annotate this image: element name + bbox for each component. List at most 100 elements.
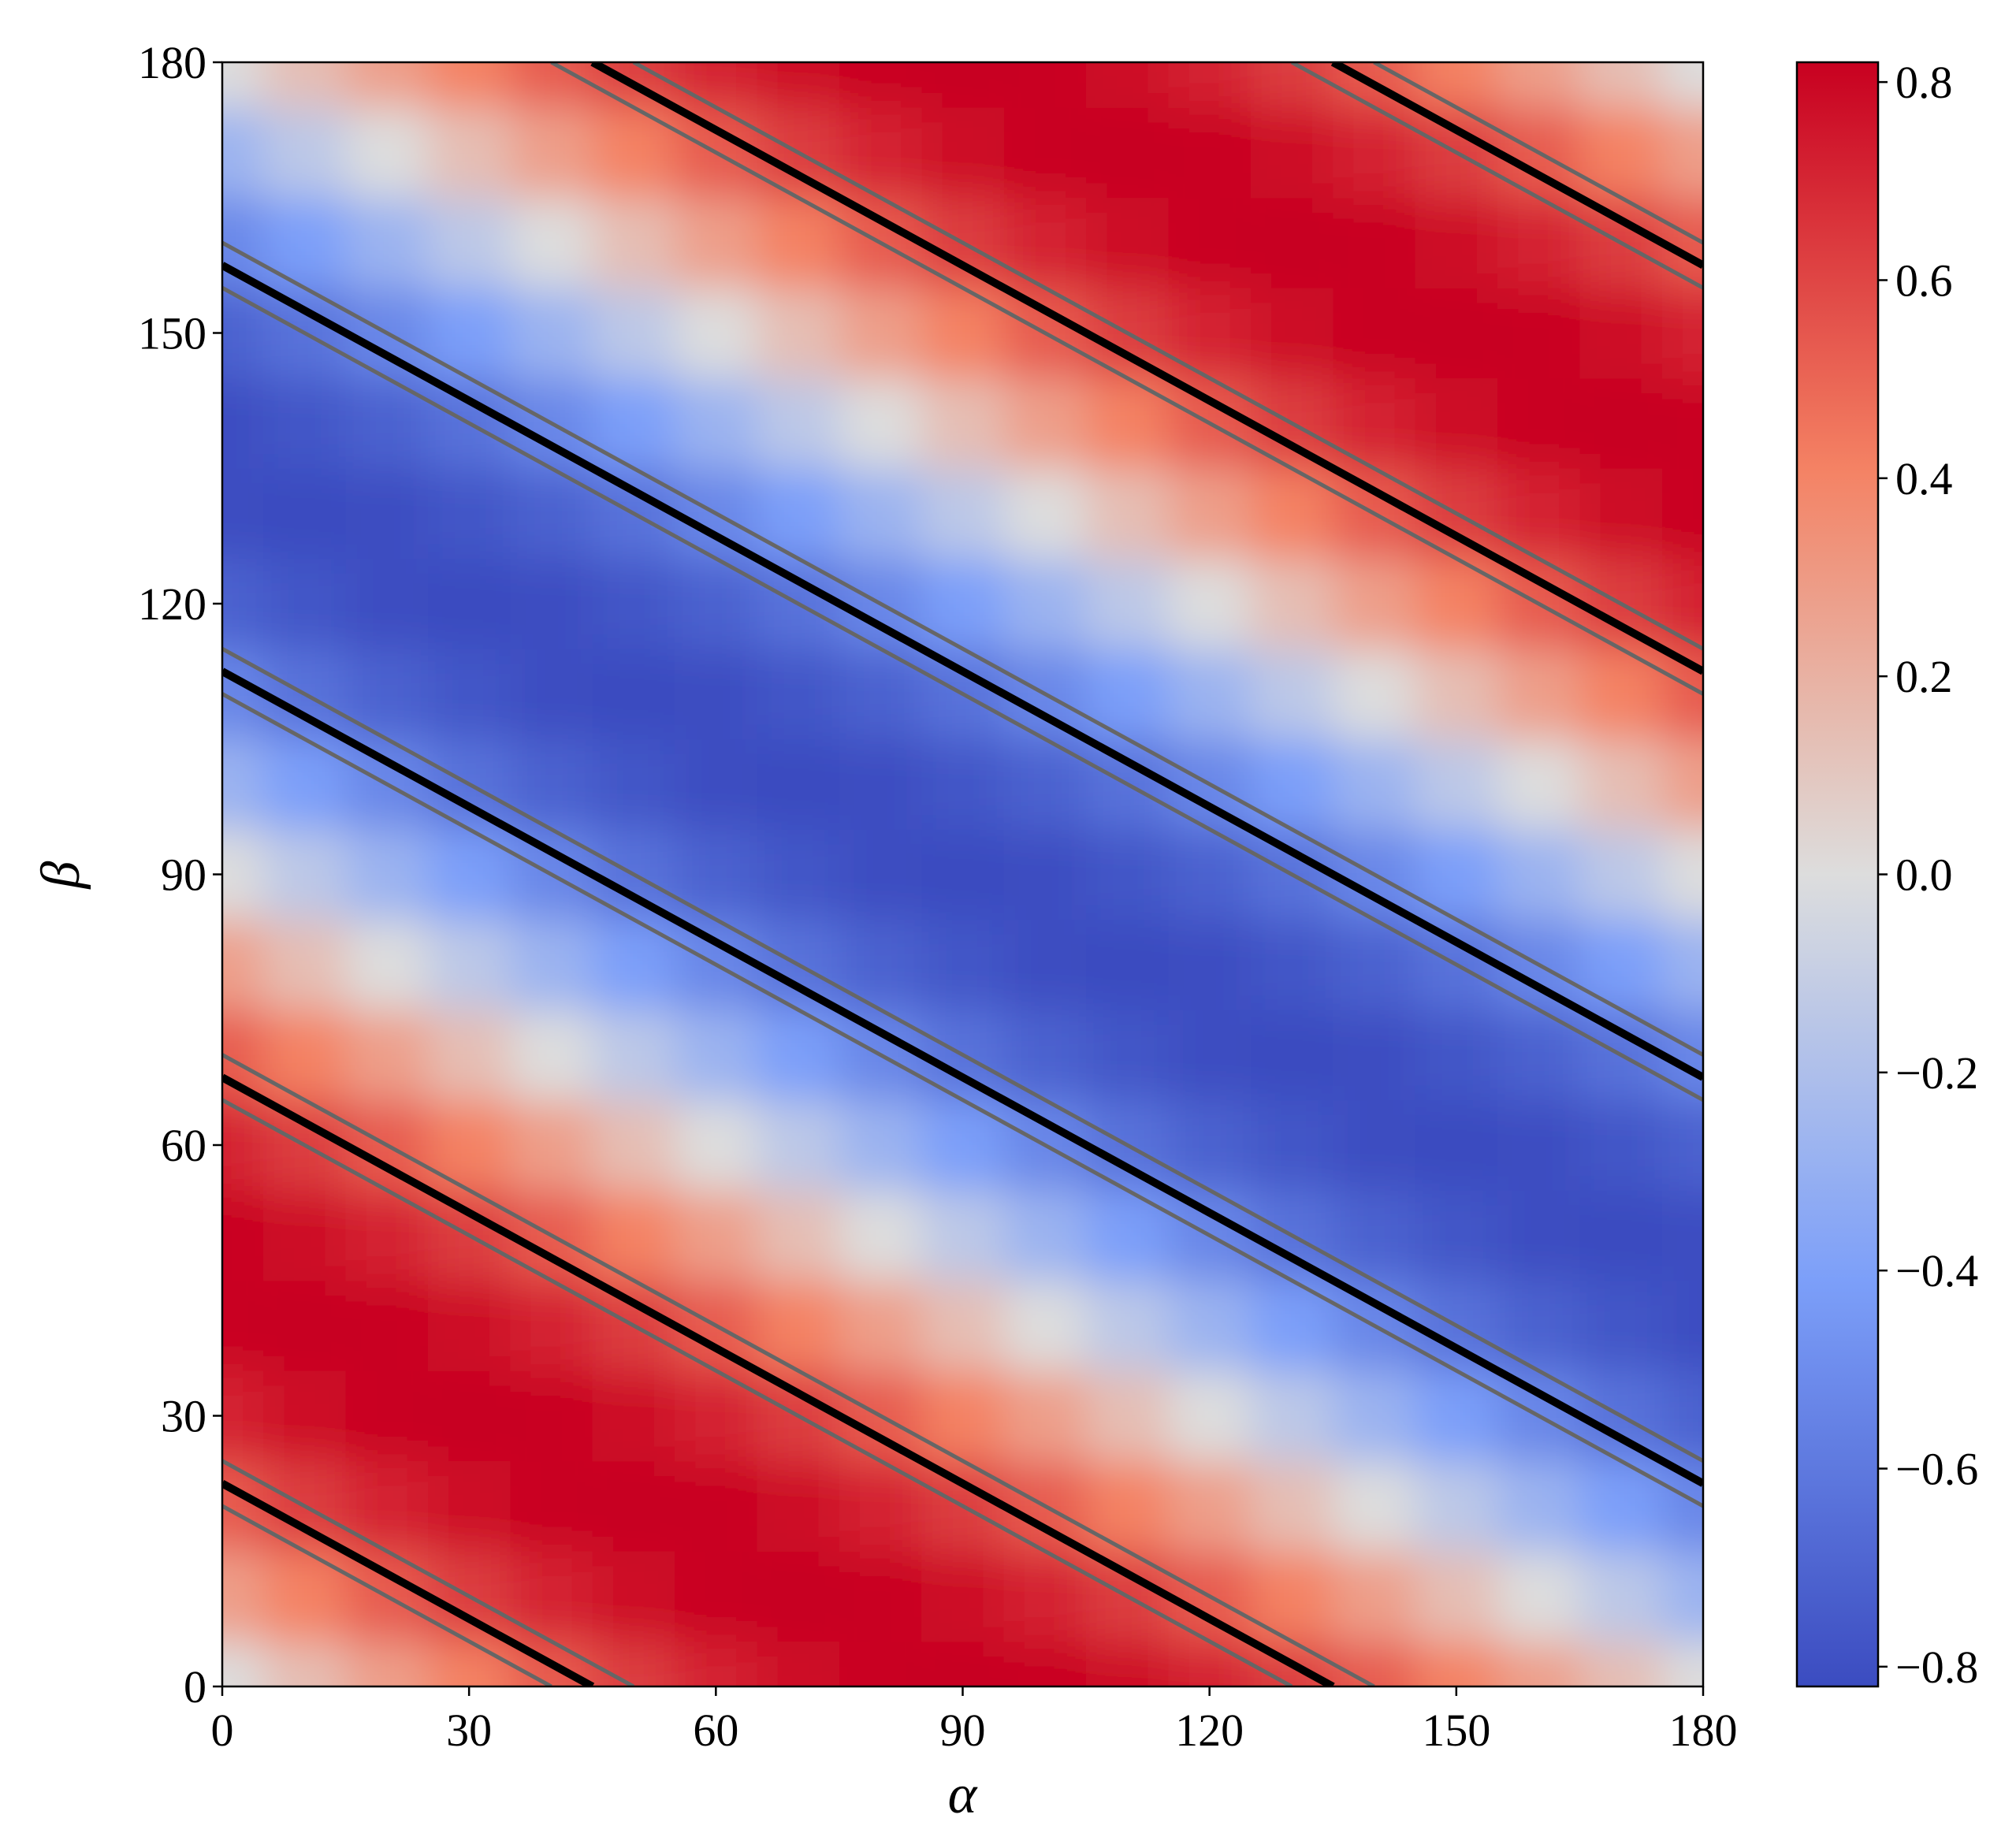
heatmap-cell <box>1497 1010 1580 1101</box>
heatmap-cell <box>1497 288 1580 379</box>
heatmap-cell <box>1086 468 1169 560</box>
heatmap-cell <box>427 62 511 108</box>
heatmap-cell <box>675 1641 758 1686</box>
heatmap-cell <box>1168 1641 1252 1686</box>
heatmap-cell <box>1168 107 1252 199</box>
heatmap-cell <box>345 468 429 560</box>
heatmap-cell <box>1661 829 1703 920</box>
heatmap-cell <box>1086 649 1169 740</box>
heatmap-cell <box>427 1641 511 1686</box>
heatmap-cell <box>592 1010 675 1101</box>
heatmap-cell <box>222 738 264 830</box>
heatmap-cell <box>839 1641 922 1686</box>
heatmap-cell <box>1250 558 1333 649</box>
heatmap-cell <box>1168 1010 1252 1101</box>
contour-line <box>222 1053 1375 1686</box>
heatmap-cell <box>1003 1190 1087 1281</box>
heatmap-cell <box>1333 649 1416 740</box>
heatmap-cell <box>1333 1099 1416 1191</box>
heatmap-cell <box>1415 377 1498 469</box>
contour-line <box>222 1459 635 1686</box>
x-tick-label: 30 <box>446 1705 492 1756</box>
heatmap-cell <box>510 649 593 740</box>
heatmap-cell <box>222 377 264 469</box>
heatmap-cell <box>1333 558 1416 649</box>
heatmap-cell <box>921 107 1005 199</box>
heatmap-cell <box>345 829 429 920</box>
heatmap-cell <box>1003 1551 1087 1642</box>
heatmap-cell <box>427 468 511 560</box>
contour-line <box>1330 62 1703 270</box>
contour-line <box>222 1504 552 1686</box>
heatmap-cell <box>1333 1010 1416 1101</box>
heatmap-cell <box>1086 558 1169 649</box>
heatmap-cell <box>1168 1099 1252 1191</box>
heatmap-cell <box>427 558 511 649</box>
heatmap-cell <box>921 1641 1005 1686</box>
heatmap-cell <box>1250 197 1333 288</box>
heatmap-cell <box>1333 919 1416 1010</box>
heatmap-cell <box>921 558 1005 649</box>
heatmap-cell <box>921 1099 1005 1191</box>
heatmap-cell <box>757 377 840 469</box>
contour-line <box>1373 62 1703 245</box>
colorbar-tick-label: −0.2 <box>1895 1047 1978 1099</box>
heatmap-cell <box>1497 468 1580 560</box>
heatmap-cell <box>1497 1460 1580 1552</box>
heatmap-cell <box>1250 649 1333 740</box>
heatmap-cell <box>510 1010 593 1101</box>
heatmap-cell <box>345 649 429 740</box>
heatmap-cell <box>345 1280 429 1371</box>
heatmap-cell <box>1003 919 1087 1010</box>
heatmap-cell <box>1415 649 1498 740</box>
plot-area <box>222 62 1703 1686</box>
heatmap-cell <box>427 1460 511 1552</box>
heatmap-cell <box>757 829 840 920</box>
heatmap-cell <box>510 558 593 649</box>
heatmap-cell <box>1579 649 1663 740</box>
heatmap-cell <box>839 1190 922 1281</box>
heatmap-cell <box>345 1641 429 1686</box>
heatmap-cell <box>757 738 840 830</box>
heatmap-cell <box>263 829 347 920</box>
contour-line <box>222 1098 1293 1686</box>
heatmap-cell <box>1086 62 1169 108</box>
heatmap-cell <box>510 288 593 379</box>
heatmap-cell <box>839 1460 922 1552</box>
heatmap-cell <box>222 829 264 920</box>
heatmap-cell <box>1250 1460 1333 1552</box>
heatmap-cell <box>757 1280 840 1371</box>
heatmap-cell <box>1003 197 1087 288</box>
heatmap-cell <box>1086 829 1169 920</box>
heatmap-cell <box>1661 1370 1703 1462</box>
heatmap-cell <box>839 649 922 740</box>
heatmap-cell <box>1415 1551 1498 1642</box>
heatmap-cell <box>510 1370 593 1462</box>
heatmap-cell <box>839 468 922 560</box>
heatmap-cell <box>1661 288 1703 379</box>
heatmap-cell <box>921 919 1005 1010</box>
heatmap-cell <box>263 1370 347 1462</box>
colorbar <box>1795 61 1880 1688</box>
heatmap-cell <box>263 197 347 288</box>
heatmap-cell <box>1086 1190 1169 1281</box>
heatmap-cell <box>510 197 593 288</box>
contour-line <box>222 286 1703 1102</box>
colorbar-tick-label: 0.2 <box>1895 651 1953 702</box>
heatmap-cell <box>921 468 1005 560</box>
heatmap-cell <box>222 107 264 199</box>
heatmap-cell <box>592 1190 675 1281</box>
heatmap-cell <box>757 288 840 379</box>
heatmap-cell <box>1333 1190 1416 1281</box>
colorbar-tick-label: 0.8 <box>1895 57 1953 108</box>
heatmap-cell <box>921 738 1005 830</box>
heatmap-cell <box>1250 919 1333 1010</box>
heatmap-cell <box>1415 197 1498 288</box>
heatmap-cell <box>592 649 675 740</box>
contour-line <box>590 62 1703 675</box>
heatmap-cell <box>263 1551 347 1642</box>
heatmap-cell <box>675 1370 758 1462</box>
heatmap-cell <box>510 107 593 199</box>
contour-line <box>632 62 1703 651</box>
